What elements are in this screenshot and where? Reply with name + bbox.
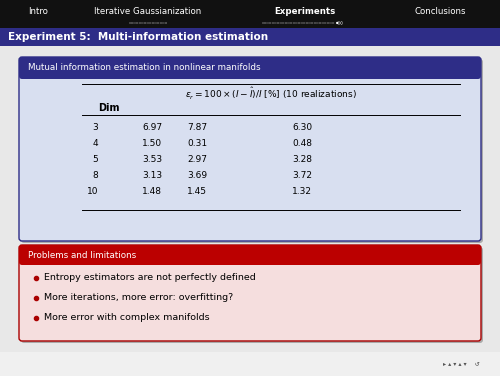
Text: 1.45: 1.45 (187, 188, 207, 197)
Text: Iterative Gaussianization: Iterative Gaussianization (94, 7, 202, 16)
Text: 1.32: 1.32 (292, 188, 312, 197)
Text: Experiment 5:  Multi-information estimation: Experiment 5: Multi-information estimati… (8, 32, 268, 42)
Text: Entropy estimators are not perfectly defined: Entropy estimators are not perfectly def… (44, 273, 256, 282)
Text: oooooooooooooooooooooooooooo: oooooooooooooooooooooooooooo (261, 21, 335, 25)
FancyBboxPatch shape (19, 57, 481, 79)
Text: 3.72: 3.72 (292, 171, 312, 180)
Text: 6.97: 6.97 (142, 123, 162, 132)
Bar (0, 0, 500, 28)
FancyBboxPatch shape (19, 57, 481, 241)
Text: 5: 5 (92, 156, 98, 165)
FancyBboxPatch shape (21, 59, 483, 243)
Text: 4: 4 (92, 139, 98, 149)
Text: ▸ ▴ ▾ ▴ ▾    ↺: ▸ ▴ ▾ ▴ ▾ ↺ (443, 362, 480, 367)
Text: 3.13: 3.13 (142, 171, 162, 180)
Text: More error with complex manifolds: More error with complex manifolds (44, 314, 209, 323)
Text: 8: 8 (92, 171, 98, 180)
Text: Dim: Dim (98, 103, 120, 113)
Text: 6.30: 6.30 (292, 123, 312, 132)
FancyBboxPatch shape (19, 245, 481, 265)
Bar (0, 352, 500, 376)
FancyBboxPatch shape (21, 247, 483, 343)
Text: ●○○: ●○○ (336, 21, 344, 25)
Text: $\epsilon_r = 100 \times (I - \hat{I})/I$ [%] (10 realizations): $\epsilon_r = 100 \times (I - \hat{I})/I… (185, 86, 357, 102)
Text: 2.97: 2.97 (187, 156, 207, 165)
Text: Experiments: Experiments (274, 7, 336, 16)
Text: Problems and limitations: Problems and limitations (28, 250, 136, 259)
Text: More iterations, more error: overfitting?: More iterations, more error: overfitting… (44, 294, 233, 303)
Bar (0, 28, 500, 46)
Text: 7.87: 7.87 (187, 123, 207, 132)
Text: 10: 10 (86, 188, 98, 197)
Text: Mutual information estimation in nonlinear manifolds: Mutual information estimation in nonline… (28, 64, 260, 73)
Text: 3: 3 (92, 123, 98, 132)
Text: 1.50: 1.50 (142, 139, 162, 149)
FancyBboxPatch shape (19, 245, 481, 341)
Text: 0.31: 0.31 (187, 139, 207, 149)
Text: ooooooooooooooo: ooooooooooooooo (128, 21, 168, 25)
Text: 3.28: 3.28 (292, 156, 312, 165)
Text: 3.69: 3.69 (187, 171, 207, 180)
Text: 0.48: 0.48 (292, 139, 312, 149)
Text: Conclusions: Conclusions (414, 7, 466, 16)
Text: Intro: Intro (28, 7, 48, 16)
Text: 3.53: 3.53 (142, 156, 162, 165)
Text: 1.48: 1.48 (142, 188, 162, 197)
